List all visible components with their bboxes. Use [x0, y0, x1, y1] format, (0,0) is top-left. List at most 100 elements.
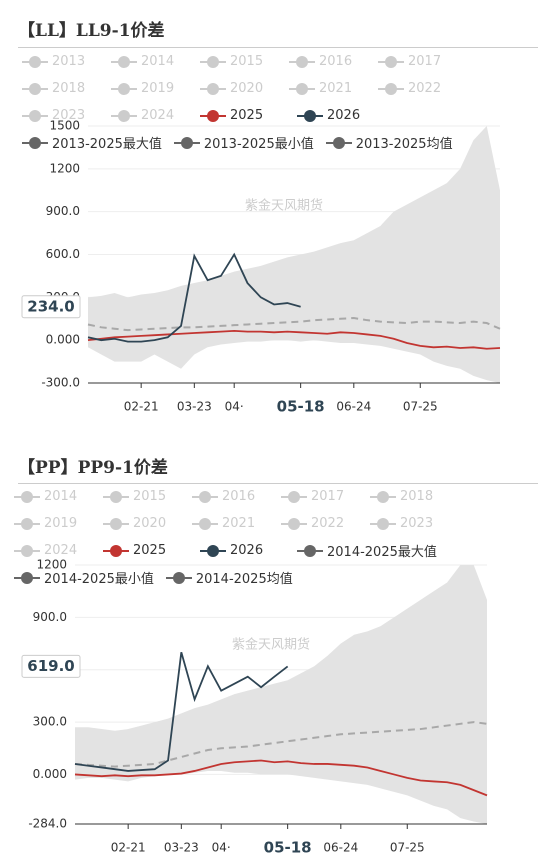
legend-item[interactable]: 2023 — [22, 102, 107, 129]
legend-label: 2013-2025最小值 — [203, 137, 314, 152]
x-tick-label: 06-24 — [323, 841, 358, 855]
range-band — [75, 565, 487, 824]
legend-dot — [207, 82, 219, 95]
chart-panel: 【LL】LL9-1价差 紫金天风期货-300.00.000300.0600.09… — [18, 21, 538, 416]
series-line — [87, 329, 501, 350]
legend-item[interactable]: 2013-2025最大值 — [22, 129, 162, 156]
legend-dot — [385, 82, 397, 95]
legend-dot — [29, 109, 41, 122]
legend-dot — [207, 109, 219, 122]
legend-dot — [296, 55, 308, 68]
legend-item[interactable]: 2026 — [297, 102, 382, 129]
legend-dot — [377, 517, 389, 530]
legend-item[interactable]: 2015 — [200, 48, 285, 75]
legend-icon — [14, 544, 40, 557]
y-tick-label: 0.000 — [33, 767, 67, 781]
plot: 紫金天风期货-300.00.000300.0600.0900.012001500… — [21, 119, 501, 416]
legend-item[interactable]: 2019 — [14, 510, 99, 537]
legend-item[interactable]: 2015 — [103, 483, 188, 510]
legend-label: 2021 — [319, 81, 353, 96]
legend-label: 2014-2025均值 — [195, 572, 293, 587]
legend-item[interactable]: 2026 — [200, 537, 285, 564]
legend-label: 2026 — [230, 543, 264, 558]
legend-item[interactable]: 2013-2025最小值 — [173, 129, 314, 156]
legend-item[interactable]: 2021 — [192, 510, 277, 537]
legend-item[interactable]: 2022 — [378, 75, 463, 102]
legend-item[interactable]: 2016 — [289, 48, 374, 75]
legend-label: 2026 — [327, 108, 361, 123]
legend-item[interactable]: 2022 — [281, 510, 366, 537]
x-tick-label: 04· — [212, 841, 231, 855]
legend-icon — [14, 571, 40, 584]
x-tick-label: 05-18 — [264, 839, 312, 855]
legend-icon — [173, 136, 200, 149]
legend-item[interactable]: 2013 — [22, 48, 107, 75]
legend-label: 2015 — [230, 54, 264, 69]
x-tick-label: 04· — [225, 400, 244, 414]
series-line — [87, 252, 301, 343]
legend-item[interactable]: 2016 — [192, 483, 277, 510]
y-tick-label: 1500 — [49, 119, 80, 133]
value-label: 619.0 — [27, 657, 74, 675]
legend-icon — [111, 109, 137, 122]
chart-panel: 【PP】PP9-1价差 紫金天风期货-284.00.000300.0600.09… — [0, 437, 550, 855]
legend-icon — [111, 82, 137, 95]
legend-label: 2014-2025最大值 — [327, 545, 437, 560]
legend-dot — [29, 136, 41, 149]
legend-dot — [288, 490, 300, 503]
chart-title: 【LL】LL9-1价差 — [18, 21, 165, 41]
legend-item[interactable]: 2013-2025均值 — [325, 129, 453, 156]
legend-label: 2018 — [52, 81, 86, 96]
legend-item[interactable]: 2019 — [111, 75, 196, 102]
legend-dot — [110, 517, 122, 530]
legend-item[interactable]: 2020 — [200, 75, 285, 102]
legend-item[interactable]: 2014-2025最小值 — [14, 564, 154, 591]
legend-dot — [288, 517, 300, 530]
legend-icon — [103, 490, 129, 503]
legend-dot — [118, 55, 130, 68]
legend-label: 2025 — [230, 108, 264, 123]
y-tick-label: 900.0 — [33, 610, 67, 624]
legend-item[interactable]: 2025 — [200, 102, 285, 129]
legend-dot — [21, 517, 33, 530]
x-tick-label: 07-25 — [390, 841, 425, 855]
legend-dot — [110, 544, 122, 557]
legend-label: 2017 — [408, 54, 442, 69]
legend-icon — [22, 109, 48, 122]
legend-item[interactable]: 2014-2025均值 — [165, 564, 293, 591]
legend-item[interactable]: 2024 — [111, 102, 196, 129]
legend-item[interactable]: 2023 — [370, 510, 455, 537]
legend-dot — [304, 544, 316, 557]
legend-label: 2019 — [141, 81, 175, 96]
legend-item[interactable]: 2014-2025最大值 — [297, 537, 437, 564]
legend-dot — [21, 544, 33, 557]
legend-icon — [325, 136, 352, 149]
legend-item[interactable]: 2021 — [289, 75, 374, 102]
legend-icon — [22, 136, 48, 149]
x-tick-label: 03-23 — [177, 400, 212, 414]
legend-item[interactable]: 2014 — [14, 483, 99, 510]
y-tick-label: -300.0 — [41, 376, 80, 390]
legend-icon — [297, 544, 323, 557]
legend-item[interactable]: 2017 — [378, 48, 463, 75]
legend-item[interactable]: 2020 — [103, 510, 188, 537]
legend-dot — [180, 136, 193, 149]
y-tick-label: 1200 — [36, 558, 67, 572]
watermark: 紫金天风期货 — [232, 637, 310, 653]
legend-icon — [378, 82, 404, 95]
legend-item[interactable]: 2024 — [14, 537, 99, 564]
legend: 2014 2015 2016 2017 2018 2019 2020 2021 2022 2023… — [14, 483, 529, 591]
legend-item[interactable]: 2018 — [370, 483, 455, 510]
legend-dot — [207, 544, 219, 557]
x-tick-label: 07-25 — [403, 400, 438, 414]
legend-dot — [29, 82, 41, 95]
legend-item[interactable]: 2018 — [22, 75, 107, 102]
legend-item[interactable]: 2017 — [281, 483, 366, 510]
legend-item[interactable]: 2014 — [111, 48, 196, 75]
legend-label: 2016 — [222, 489, 256, 504]
legend-item[interactable]: 2025 — [103, 537, 188, 564]
y-tick-label: 900.0 — [46, 204, 80, 218]
x-tick-label: 02-21 — [111, 841, 146, 855]
legend-icon — [192, 517, 218, 530]
